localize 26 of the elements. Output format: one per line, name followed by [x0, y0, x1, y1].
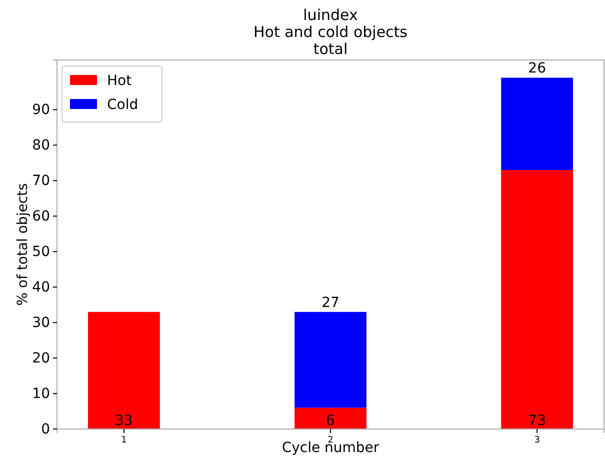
bar [294, 312, 366, 408]
data-label: 27 [322, 294, 340, 311]
bar [501, 170, 574, 429]
y-tick-label: 0 [41, 421, 50, 438]
y-tick-label: 90 [32, 102, 50, 118]
legend-label: Hot [107, 73, 132, 89]
y-tick-label: 30 [32, 315, 50, 332]
bar [501, 78, 574, 170]
bar [88, 312, 160, 429]
y-tick-label: 80 [32, 138, 50, 154]
y-tick-label: 10 [32, 386, 50, 402]
x-tick-label: 1 [121, 435, 127, 446]
chart-title: luindex Hot and cold objects total [253, 6, 408, 58]
bar [294, 408, 366, 429]
legend-label: Cold [107, 97, 138, 113]
y-tick-label: 60 [32, 208, 50, 225]
y-tick-label: 70 [32, 173, 50, 190]
x-tick-label: 3 [534, 435, 540, 446]
y-axis-title: % of total objects [15, 183, 31, 306]
y-tick-label: 40 [32, 280, 50, 296]
data-label: 73 [528, 413, 546, 429]
y-tick-label: 50 [32, 244, 50, 260]
y-tick-label: 20 [32, 350, 50, 367]
data-label: 33 [115, 413, 133, 429]
data-label: 26 [528, 60, 546, 77]
data-label: 6 [326, 413, 336, 429]
